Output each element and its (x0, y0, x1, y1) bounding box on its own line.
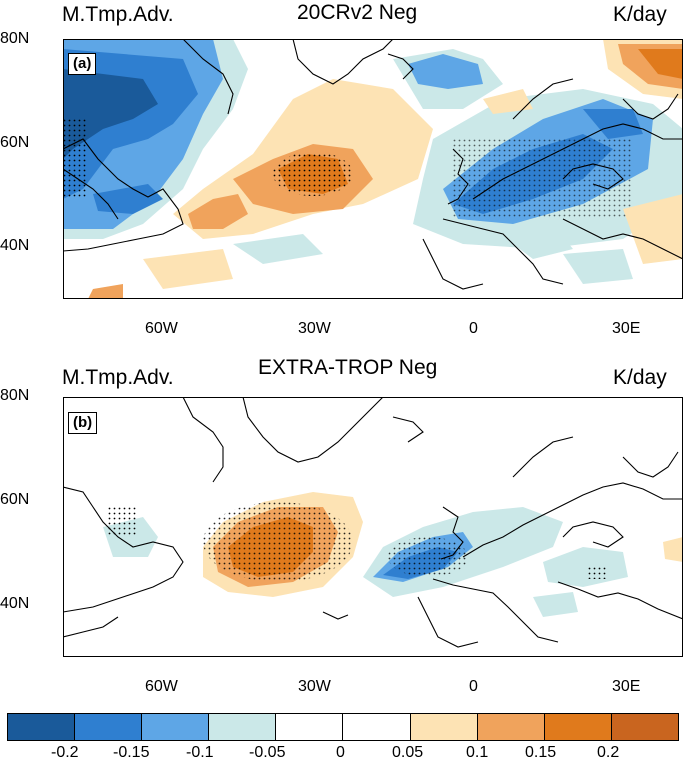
panel-a-lon-30e: 30E (612, 320, 641, 337)
colorbar-label-0.15: 0.15 (525, 744, 557, 761)
panel-b-anomaly-minor (103, 507, 683, 617)
panel-b-lon-30e: 30E (612, 678, 641, 695)
panel-b-lon-60w: 60W (145, 678, 178, 695)
panel-b-coastlines (63, 397, 683, 648)
colorbar-label-0.2: 0.2 (597, 744, 620, 761)
panel-a-left-title: M.Tmp.Adv. (62, 3, 174, 26)
panel-b-lon-30w: 30W (298, 678, 331, 695)
panel-b-anomaly-europe (363, 507, 628, 597)
colorbar-label-0.05: 0.05 (392, 744, 424, 761)
colorbar-label-neg0.1: -0.1 (186, 744, 214, 761)
panel-a-anomaly-minor (88, 39, 683, 299)
panel-b-label: (b) (68, 412, 98, 434)
panel-b-anomaly-atlantic (203, 492, 363, 597)
panel-a-anomaly-northamerica (63, 39, 248, 239)
panel-a-coastlines (63, 39, 683, 290)
panel-a-center-title: 20CRv2 Neg (297, 1, 418, 24)
colorbar-swatch-6 (343, 714, 411, 740)
panel-b-map (63, 397, 683, 657)
colorbar-swatch-7 (410, 714, 478, 740)
panel-b-left-title: M.Tmp.Adv. (62, 366, 174, 389)
colorbar-swatch-10 (611, 714, 678, 740)
colorbar-label-neg0.15: -0.15 (113, 744, 150, 761)
panel-a-lat-80n: 80N (0, 30, 30, 47)
panel-a-map (63, 39, 683, 299)
panel-a-label: (a) (68, 53, 97, 75)
colorbar-swatch-5 (276, 714, 344, 740)
panel-a-lat-40n: 40N (0, 237, 30, 254)
panel-b-center-title: EXTRA-TROP Neg (258, 356, 438, 379)
panel-b-lat-40n: 40N (0, 595, 30, 612)
panel-b-lat-60n: 60N (0, 491, 30, 508)
panel-a-lat-60n: 60N (0, 134, 30, 151)
panel-b-right-title: K/day (613, 366, 667, 389)
colorbar-swatch-8 (477, 714, 545, 740)
panel-a-lon-60w: 60W (145, 320, 178, 337)
panel-a-anomaly-atlantic (173, 79, 433, 239)
panel-a-right-title: K/day (613, 3, 667, 26)
colorbar-swatch-4 (209, 714, 277, 740)
colorbar-swatch-3 (142, 714, 210, 740)
panel-a-lon-30w: 30W (298, 320, 331, 337)
colorbar-swatch-9 (544, 714, 612, 740)
panel-a-lon-0: 0 (469, 320, 478, 337)
colorbar-label-0.1: 0.1 (466, 744, 489, 761)
colorbar-swatch-2 (75, 714, 143, 740)
colorbar-label-neg0.05: -0.05 (249, 744, 286, 761)
colorbar-label-neg0.2: -0.2 (51, 744, 79, 761)
colorbar-label-0: 0 (336, 744, 345, 761)
colorbar (7, 713, 679, 741)
colorbar-swatch-1 (8, 714, 76, 740)
panel-b-lat-80n: 80N (0, 387, 30, 404)
panel-b-lon-0: 0 (469, 678, 478, 695)
